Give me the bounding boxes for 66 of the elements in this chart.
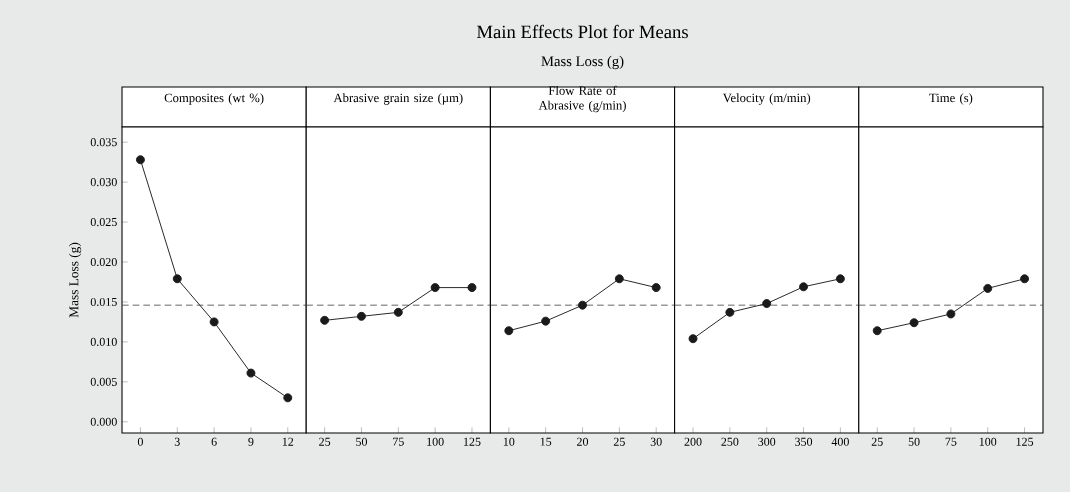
point [651,283,661,293]
point [614,274,624,284]
chart-title: Time (s) [929,93,973,105]
x-tick-label: 15 [540,437,552,446]
point [541,316,551,326]
point [320,315,330,325]
point [172,274,182,284]
point [872,326,882,336]
y-tick-label: 0.025 [90,217,117,227]
x-tick-label: 12 [282,437,294,446]
x-tick-label: 50 [908,437,920,446]
x-tick-label: 10 [503,437,515,446]
x-tick-label: 9 [248,437,254,446]
chart-title: Abrasive grain size (µm) [333,93,463,105]
text: Mass Loss (g) [541,55,624,70]
point [209,317,219,327]
y-tick-label: 0.000 [90,417,117,426]
point [135,155,145,165]
point [835,274,845,284]
x-tick-label: 100 [979,437,997,446]
y-tick-label: 0.015 [90,297,117,307]
chart-title: Composites (wt %) [164,93,264,105]
point [762,299,772,309]
x-tick-label: 125 [1016,437,1034,446]
y-tick-label: 0.010 [90,337,117,346]
x-tick-label: 25 [319,437,331,446]
x-tick-label: 3 [174,437,180,446]
x-tick-label: 6 [211,437,217,446]
x-tick-label: 125 [464,437,481,446]
point [283,393,293,403]
y-tick-label: 0.005 [90,377,117,386]
x-tick-label: 350 [795,437,813,446]
point [504,326,514,336]
point [688,334,698,344]
chart-title: Flow Rate of Abrasive (g/min) [538,85,626,113]
x-tick-label: 30 [650,437,662,446]
y-axis-title: Mass Loss (g) [69,242,82,318]
x-tick-label: 400 [831,437,849,446]
point [909,318,919,328]
x-tick-label: 200 [684,437,702,446]
y-tick-label: 0.020 [90,257,117,267]
y-tick-label: 0.035 [90,138,117,147]
chart-title: Velocity (m/min) [722,93,811,105]
x-tick-label: 25 [613,437,625,446]
point [578,300,587,310]
x-tick-label: 250 [721,437,739,446]
x-tick-label: 50 [356,437,368,446]
point [725,307,735,317]
x-tick-label: 25 [871,437,883,446]
x-tick-label: 20 [577,437,589,446]
point [799,282,809,292]
x-tick-label: 300 [758,437,776,446]
point [983,283,993,293]
point [1020,274,1030,284]
text: Main Effects Plot for Means [476,24,688,39]
point [357,311,366,321]
point [467,283,477,293]
point [393,307,403,317]
y-tick-label: 0.030 [90,178,117,187]
point [430,283,440,293]
point [246,368,256,378]
x-tick-label: 75 [945,437,957,446]
x-tick-label: 75 [393,437,404,446]
x-tick-label: 100 [427,437,444,446]
x-tick-label: 0 [137,437,143,446]
point [946,309,956,319]
